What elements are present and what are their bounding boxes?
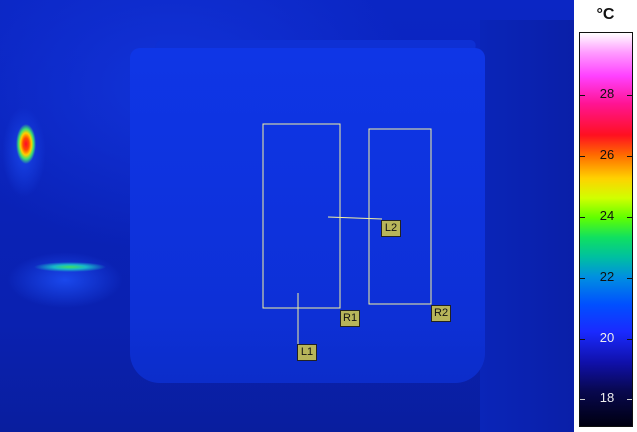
tick-mark [580,278,585,279]
scale-tick-label: 28 [599,86,615,101]
label-l2[interactable]: L2 [381,220,401,237]
scale-tick-label: 20 [599,330,615,345]
measurement-line-l2[interactable] [327,216,383,220]
background-wall [480,20,574,432]
scale-tick-label: 22 [599,269,615,284]
tick-mark [627,95,632,96]
tick-mark [580,399,585,400]
tick-mark [580,95,585,96]
tick-mark [627,278,632,279]
label-l1[interactable]: L1 [297,344,317,361]
tick-mark [627,339,632,340]
tick-mark [627,217,632,218]
tick-mark [580,339,585,340]
tick-mark [580,156,585,157]
scale-tick-label: 18 [599,390,615,405]
scale-tick-label: 26 [599,147,615,162]
thermal-warm-zone [34,262,106,272]
scale-tick-label: 24 [599,208,615,223]
measurement-overlay [262,123,432,344]
label-r1[interactable]: R1 [340,310,361,327]
scale-unit: °C [596,6,615,23]
temperature-scale-panel: °C 28 26 24 22 20 18 [574,0,637,432]
thermal-hotspot [16,124,36,164]
color-scale-bar: 28 26 24 22 20 18 [579,32,633,427]
thermal-image: R1 R2 L1 L2 [0,0,574,432]
roi-rectangle-r1[interactable] [262,123,341,309]
roi-rectangle-r2[interactable] [368,128,432,305]
tick-mark [627,156,632,157]
thermal-object-box [130,48,485,383]
tick-mark [580,217,585,218]
label-r2[interactable]: R2 [431,305,452,322]
tick-mark [627,399,632,400]
